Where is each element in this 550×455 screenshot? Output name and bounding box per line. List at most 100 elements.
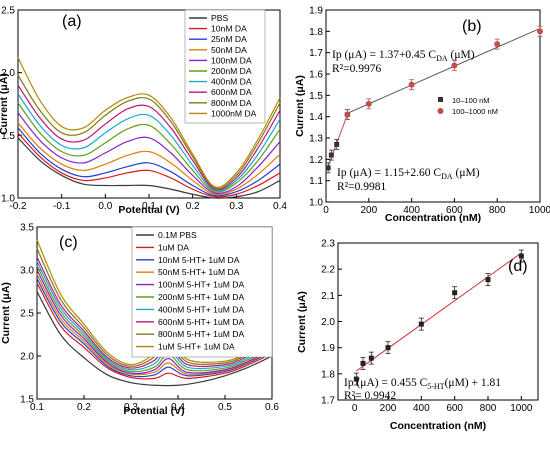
panel-a-series	[17, 57, 281, 199]
panel-a-xlabel: Potential (V)	[118, 204, 179, 216]
panel-a-ylabel: Current (μA)	[0, 73, 10, 135]
panel-a-xtick-label: 0.2	[186, 201, 200, 212]
panel-c-xtick-label: 0.3	[124, 402, 138, 413]
panel-b-points	[325, 25, 543, 174]
panel-a-label: (a)	[62, 13, 82, 30]
panel-c-legend-entry: 800nM 5-HT+ 1uM DA	[158, 329, 244, 339]
panel-a-legend-entry: 400nM DA	[211, 77, 252, 87]
panel-d-point	[418, 321, 424, 327]
panel-d-xlabel: Concentration (nM)	[390, 420, 486, 432]
panel-b-ytick-label: 1.4	[309, 112, 323, 123]
panel-c-series-line	[36, 291, 273, 387]
panel-c-series-line	[36, 261, 273, 371]
panel-b-point	[494, 41, 501, 48]
panel-b-xtick-label: 1000	[529, 205, 550, 216]
panel-a-series-line	[17, 127, 281, 197]
panel-c-legend: 0.1M PBS 1uM DA 10nM 5-HT+ 1uM DA 50nM 5-HT…	[131, 226, 273, 358]
panel-a-xtick-label: 0.4	[273, 201, 287, 212]
panel-c-series-line	[36, 269, 273, 375]
panel-c-series-line	[36, 274, 273, 376]
panel-a-series-line	[17, 57, 281, 188]
panel-b-xtick-label: 800	[489, 205, 506, 216]
panel-a-legend-entry: 1000nM DA	[211, 108, 257, 118]
panel-a-legend-entry: 25nM DA	[211, 34, 247, 44]
panel-a-series-line	[17, 132, 281, 198]
panel-d-ytick-label: 1.7	[321, 396, 335, 407]
panel-a-xtick-label: -0.1	[53, 201, 71, 212]
panel-c-xtick-label: 0.2	[77, 402, 91, 413]
panel-b-high-r2: R²=0.9976	[332, 63, 381, 75]
panel-b-ytick-label: 1.2	[309, 155, 323, 166]
panel-b-xtick-label: 400	[403, 205, 420, 216]
panel-d-xtick-label: 800	[480, 403, 497, 414]
panel-c-legend-entry: 0.1M PBS	[158, 230, 197, 240]
panel-b-ytick-label: 1.9	[309, 6, 323, 17]
panel-b-point	[365, 100, 372, 107]
panel-d-ytick-label: 2.2	[321, 265, 335, 276]
panel-b-low-equation: Ip (μA) = 1.15+2.60 CDA (μM)	[337, 167, 480, 181]
panel-d-point	[518, 253, 524, 259]
panel-b-point	[537, 28, 543, 35]
panel-d-point	[368, 355, 374, 361]
panel-c: 0.1 0.2 0.3 0.4 0.5 0.6 1.5 2.0 2.5 3.0 3.5 (c) Po…	[0, 223, 279, 418]
panel-c-legend-entry: 600nM 5-HT+ 1uM DA	[158, 317, 244, 327]
panel-d-xtick-label: 1000	[510, 403, 533, 414]
panel-a-series-line	[17, 112, 281, 195]
panel-b-ticks: 0 200 400 600 800 1000 1.0 1.1 1.2 1.3 1.4 1.5 1.6 1.…	[309, 6, 550, 217]
panel-d-point	[485, 277, 491, 283]
panel-c-series-line	[36, 282, 273, 380]
panel-c-legend-entry: 200nM 5-HT+ 1uM DA	[158, 292, 244, 302]
panel-a-series-line	[17, 122, 281, 196]
panel-b-point	[451, 62, 458, 69]
panel-b-high-equation: Ip (μA) = 1.37+0.45 CDA (μM)	[332, 49, 475, 63]
panel-b-ytick-label: 1.6	[309, 70, 323, 81]
panel-c-xtick-label: 0.4	[171, 402, 185, 413]
panel-d-points	[353, 249, 524, 386]
panel-a-xtick-label: -0.2	[9, 201, 27, 212]
panel-b-point	[328, 152, 334, 158]
panel-d: 0 200 400 600 800 1000 1.7 1.8 1.9 2.0 2.1 2.2 2.3 (…	[296, 239, 539, 432]
panel-c-series-line	[36, 265, 273, 373]
panel-a-xtick-label: 0.1	[142, 201, 156, 212]
panel-d-fit-line	[356, 252, 522, 372]
panel-d-point	[353, 376, 359, 382]
panel-d-r2: R²= 0.9942	[344, 390, 396, 402]
panel-d-xtick-label: 400	[413, 403, 430, 414]
panel-c-ytick-label: 1.5	[20, 395, 34, 406]
panel-a-legend-entry: 800nM DA	[211, 98, 252, 108]
panel-c-xtick-label: 0.1	[30, 402, 44, 413]
panel-c-legend-entry: 1uM 5-HT+ 1uM DA	[158, 342, 235, 352]
panel-c-ticks: 0.1 0.2 0.3 0.4 0.5 0.6 1.5 2.0 2.5 3.0 3.5	[20, 223, 279, 414]
panel-d-ylabel: Current (μA)	[296, 291, 308, 353]
panel-a-ytick-label: 2.5	[1, 6, 15, 17]
panel-c-xtick-label: 0.5	[218, 402, 232, 413]
panel-c-ytick-label: 3.0	[20, 266, 34, 277]
panel-c-legend-entry: 1uM DA	[158, 242, 189, 252]
panel-b-xlabel: Concentration (nM)	[385, 212, 481, 224]
panel-a-series-line	[17, 102, 281, 193]
panel-a-legend-entry: 50nM DA	[211, 45, 247, 55]
panel-b-ytick-label: 1.5	[309, 91, 323, 102]
panel-d-point	[385, 345, 391, 351]
panel-d-point	[360, 360, 366, 366]
panel-a-ytick-label: 2.0	[1, 68, 15, 79]
panel-a-legend-entry: 10nM DA	[211, 24, 247, 34]
panel-a-legend-entry: 100nM DA	[211, 55, 252, 65]
panel-d-ytick-label: 2.3	[321, 239, 335, 250]
panel-a-series-line	[17, 74, 281, 190]
panel-b-legend-marker-high	[437, 108, 444, 114]
panel-d-label: (d)	[508, 258, 528, 275]
panel-a-ytick-label: 1.0	[1, 194, 15, 205]
panel-b-ytick-label: 1.0	[309, 198, 323, 209]
panel-b-ytick-label: 1.8	[309, 27, 323, 38]
panel-a-series-line	[17, 84, 281, 191]
panel-a-xtick-label: 0.3	[229, 201, 243, 212]
panel-a-legend-entry: 200nM DA	[211, 66, 252, 76]
panel-d-fit-line	[356, 252, 522, 372]
panel-d-ytick-label: 2.1	[321, 291, 335, 302]
panel-b-ylabel: Current (μA)	[294, 75, 306, 137]
panel-c-series-line	[36, 256, 273, 369]
panel-a-legend-entry: 600nM DA	[211, 87, 252, 97]
